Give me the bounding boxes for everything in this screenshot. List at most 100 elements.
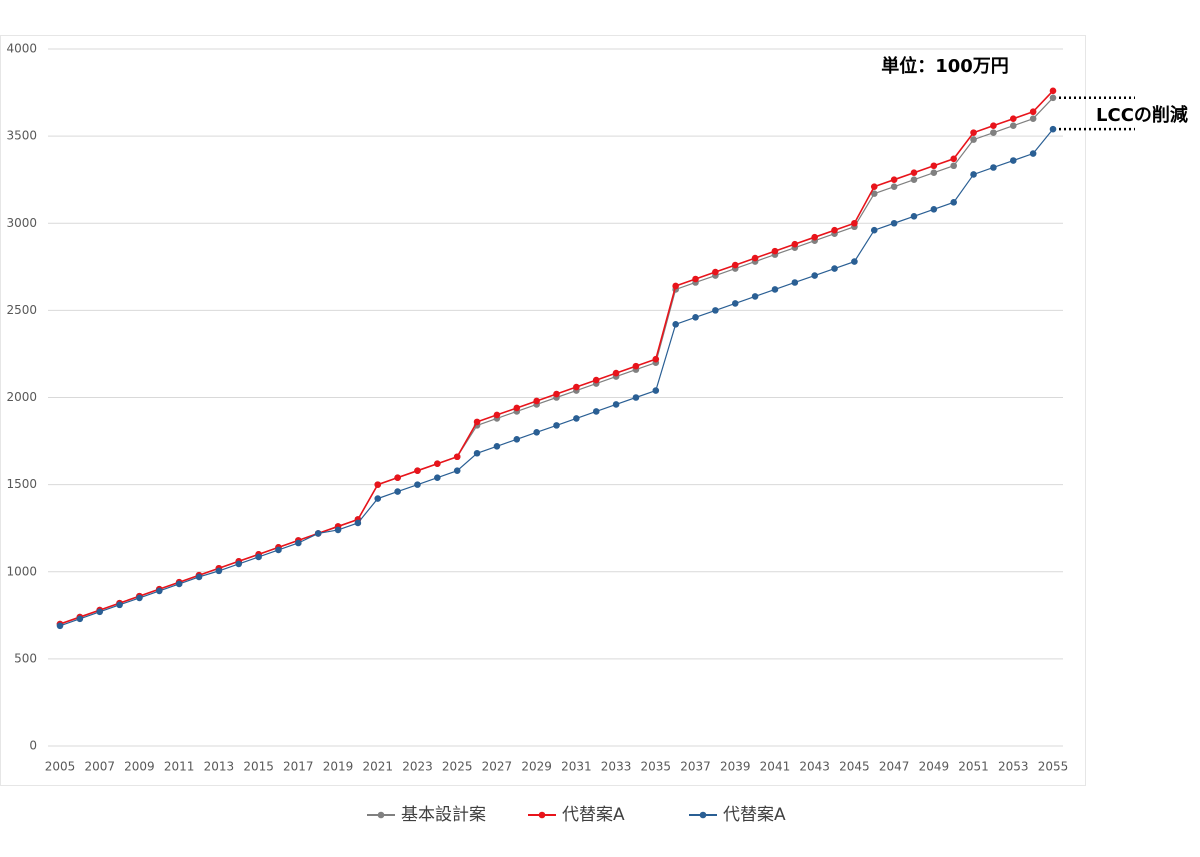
x-tick-label: 2047 bbox=[879, 760, 910, 774]
data-point bbox=[791, 279, 799, 286]
x-tick-label: 2011 bbox=[164, 760, 195, 774]
legend-item: 代替案A bbox=[528, 805, 625, 825]
x-tick-label: 2007 bbox=[84, 760, 115, 774]
data-point bbox=[493, 442, 501, 450]
data-point bbox=[692, 275, 699, 283]
data-point bbox=[215, 567, 223, 575]
data-point bbox=[990, 129, 997, 136]
data-point bbox=[672, 282, 679, 290]
data-point bbox=[851, 219, 858, 227]
data-point bbox=[513, 436, 521, 443]
series-line bbox=[59, 128, 1054, 627]
data-point bbox=[970, 136, 977, 143]
data-point bbox=[712, 307, 719, 314]
data-point bbox=[314, 530, 322, 537]
data-point bbox=[394, 474, 401, 481]
data-point bbox=[553, 422, 560, 429]
data-point bbox=[136, 594, 143, 602]
data-point bbox=[175, 580, 183, 588]
data-point bbox=[930, 169, 938, 177]
x-tick-label: 2055 bbox=[1038, 760, 1069, 774]
data-point bbox=[712, 268, 719, 276]
data-point bbox=[612, 401, 620, 408]
data-point bbox=[76, 615, 84, 623]
data-point bbox=[632, 394, 640, 401]
data-point bbox=[751, 254, 759, 262]
data-point bbox=[533, 429, 540, 436]
data-point bbox=[453, 453, 461, 461]
data-point bbox=[890, 176, 898, 183]
data-point bbox=[890, 219, 898, 227]
x-tick-label: 2023 bbox=[402, 760, 433, 774]
series-line bbox=[59, 90, 1054, 625]
y-tick-label: 1500 bbox=[6, 477, 37, 491]
data-point bbox=[1049, 125, 1057, 133]
data-point bbox=[751, 293, 759, 300]
data-point bbox=[334, 526, 342, 534]
x-tick-label: 2019 bbox=[323, 760, 354, 774]
x-tick-label: 2041 bbox=[760, 760, 791, 774]
data-point bbox=[731, 261, 739, 269]
data-point bbox=[970, 171, 977, 178]
y-tick-label: 1000 bbox=[6, 564, 37, 578]
x-tick-label: 2053 bbox=[998, 760, 1029, 774]
data-point bbox=[851, 258, 858, 265]
x-tick-label: 2027 bbox=[482, 760, 513, 774]
data-point bbox=[950, 155, 957, 163]
data-point bbox=[453, 467, 461, 474]
legend-label: 基本設計案 bbox=[401, 805, 486, 825]
data-point bbox=[354, 519, 362, 527]
data-point bbox=[771, 247, 779, 255]
data-point bbox=[990, 164, 997, 171]
data-point bbox=[116, 601, 123, 609]
data-point bbox=[96, 608, 104, 616]
data-point bbox=[56, 622, 64, 630]
data-point bbox=[811, 272, 818, 279]
y-tick-label: 3500 bbox=[6, 129, 37, 143]
data-point bbox=[672, 321, 679, 328]
data-point bbox=[870, 226, 878, 234]
data-point bbox=[771, 286, 779, 293]
data-point bbox=[195, 573, 203, 581]
x-tick-label: 2013 bbox=[204, 760, 235, 774]
legend-marker bbox=[538, 811, 546, 819]
data-point bbox=[513, 404, 521, 412]
data-point bbox=[592, 408, 600, 415]
data-point bbox=[493, 411, 501, 419]
data-point bbox=[295, 539, 302, 547]
data-point bbox=[255, 553, 262, 561]
y-tick-label: 3000 bbox=[6, 216, 37, 230]
legend-label: 代替案A bbox=[562, 805, 625, 825]
data-point bbox=[910, 169, 918, 177]
data-point bbox=[434, 474, 441, 481]
data-point bbox=[374, 481, 382, 488]
data-point bbox=[652, 355, 660, 363]
data-point bbox=[473, 418, 481, 426]
x-tick-label: 2015 bbox=[243, 760, 274, 774]
data-point bbox=[1049, 87, 1057, 95]
data-point bbox=[374, 495, 382, 502]
x-tick-label: 2031 bbox=[561, 760, 592, 774]
y-tick-label: 4000 bbox=[6, 42, 37, 56]
data-point bbox=[414, 467, 421, 474]
data-point bbox=[731, 300, 739, 307]
data-point bbox=[573, 415, 580, 422]
x-tick-label: 2049 bbox=[919, 760, 950, 774]
x-tick-label: 2025 bbox=[442, 760, 473, 774]
data-point bbox=[930, 162, 938, 170]
data-point bbox=[1009, 115, 1017, 122]
x-tick-label: 2035 bbox=[641, 760, 672, 774]
data-point bbox=[970, 129, 977, 136]
x-tick-label: 2005 bbox=[45, 760, 76, 774]
data-point bbox=[910, 176, 918, 183]
x-tick-label: 2029 bbox=[521, 760, 552, 774]
data-point bbox=[592, 376, 600, 384]
data-point bbox=[990, 122, 997, 129]
legend-marker bbox=[377, 811, 385, 819]
data-point bbox=[156, 587, 163, 595]
data-point bbox=[394, 488, 401, 495]
x-tick-label: 2045 bbox=[839, 760, 870, 774]
data-point bbox=[434, 460, 441, 468]
data-point bbox=[1009, 157, 1017, 164]
